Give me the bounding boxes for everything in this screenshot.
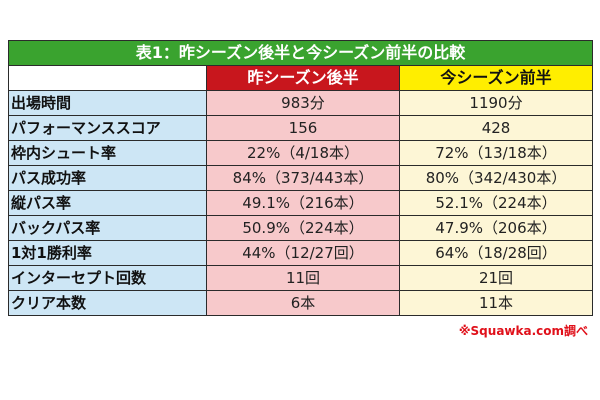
comparison-table: 表1：昨シーズン後半と今シーズン前半の比較 昨シーズン後半 今シーズン前半 出場… — [7, 40, 594, 316]
curr-value: 64%（18/28回） — [398, 240, 594, 266]
header-blank-cell — [8, 65, 207, 91]
curr-value: 1190分 — [398, 90, 594, 116]
prev-value: 156 — [206, 115, 400, 141]
prev-value: 44%（12/27回） — [206, 240, 400, 266]
prev-value: 11回 — [206, 265, 400, 291]
curr-value: 80%（342/430本） — [398, 165, 594, 191]
prev-value: 50.9%（224本） — [206, 215, 400, 241]
row-label: 1対1勝利率 — [8, 240, 207, 266]
header-curr-season: 今シーズン前半 — [398, 65, 594, 91]
row-label: 縦パス率 — [8, 190, 207, 216]
comparison-table-container: 表1：昨シーズン後半と今シーズン前半の比較 昨シーズン後半 今シーズン前半 出場… — [7, 40, 594, 316]
row-label: 出場時間 — [8, 90, 207, 116]
prev-value: 84%（373/443本） — [206, 165, 400, 191]
prev-value: 22%（4/18本） — [206, 140, 400, 166]
row-label: インターセプト回数 — [8, 265, 207, 291]
table-row: パフォーマンススコア 156 428 — [8, 115, 594, 141]
prev-value: 983分 — [206, 90, 400, 116]
title-row: 表1：昨シーズン後半と今シーズン前半の比較 — [7, 40, 594, 66]
table-title: 表1：昨シーズン後半と今シーズン前半の比較 — [7, 40, 594, 66]
table-row: 1対1勝利率 44%（12/27回） 64%（18/28回） — [8, 240, 594, 266]
table-row: バックパス率 50.9%（224本） 47.9%（206本） — [8, 215, 594, 241]
row-label: バックパス率 — [8, 215, 207, 241]
curr-value: 52.1%（224本） — [398, 190, 594, 216]
curr-value: 47.9%（206本） — [398, 215, 594, 241]
row-label: パフォーマンススコア — [8, 115, 207, 141]
row-label: 枠内シュート率 — [8, 140, 207, 166]
row-label: パス成功率 — [8, 165, 207, 191]
source-note: ※Squawka.com調べ — [458, 324, 588, 338]
table-row: パス成功率 84%（373/443本） 80%（342/430本） — [8, 165, 594, 191]
curr-value: 428 — [398, 115, 594, 141]
table-row: 縦パス率 49.1%（216本） 52.1%（224本） — [8, 190, 594, 216]
header-prev-season: 昨シーズン後半 — [206, 65, 400, 91]
table-row: 枠内シュート率 22%（4/18本） 72%（13/18本） — [8, 140, 594, 166]
table-row: 出場時間 983分 1190分 — [8, 90, 594, 116]
curr-value: 11本 — [398, 290, 594, 316]
table-row: インターセプト回数 11回 21回 — [8, 265, 594, 291]
row-label: クリア本数 — [8, 290, 207, 316]
prev-value: 6本 — [206, 290, 400, 316]
prev-value: 49.1%（216本） — [206, 190, 400, 216]
table-row: クリア本数 6本 11本 — [8, 290, 594, 316]
curr-value: 21回 — [398, 265, 594, 291]
header-row: 昨シーズン後半 今シーズン前半 — [8, 65, 594, 91]
curr-value: 72%（13/18本） — [398, 140, 594, 166]
